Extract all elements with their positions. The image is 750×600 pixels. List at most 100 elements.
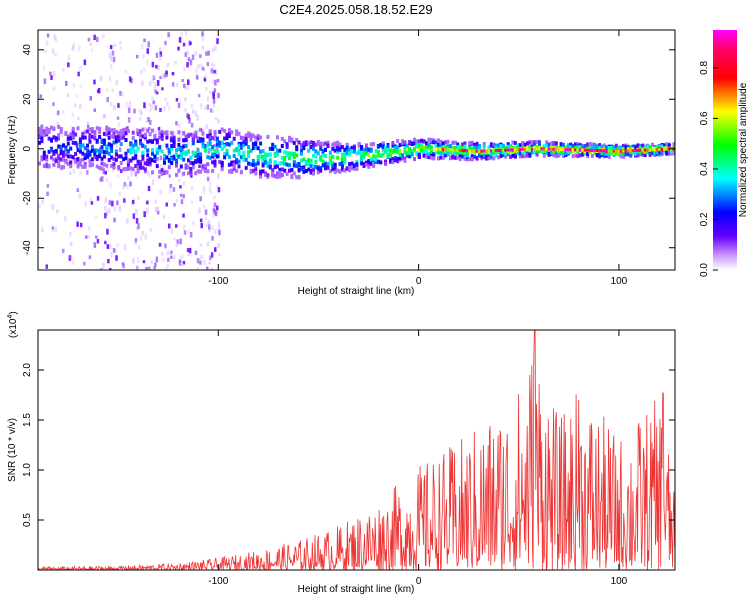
heatmap-cell bbox=[432, 153, 436, 158]
heatmap-cell bbox=[362, 153, 366, 158]
heatmap-cell bbox=[470, 149, 474, 153]
heatmap-cell bbox=[292, 160, 296, 165]
heatmap-cell bbox=[114, 157, 118, 162]
heatmap-cell bbox=[83, 164, 87, 169]
heatmap-cell bbox=[372, 142, 376, 146]
heatmap-cell bbox=[199, 159, 203, 164]
heatmap-cell bbox=[109, 63, 113, 70]
heatmap-cell bbox=[45, 157, 49, 162]
heatmap-cell bbox=[155, 64, 158, 69]
heatmap-cell bbox=[122, 263, 125, 269]
heatmap-cell bbox=[62, 153, 65, 158]
heatmap-cell bbox=[487, 149, 490, 153]
heatmap-cell bbox=[489, 155, 493, 160]
heatmap-cell bbox=[158, 175, 161, 179]
heatmap-cell bbox=[148, 139, 152, 144]
heatmap-cell bbox=[115, 255, 118, 261]
heatmap-cell bbox=[427, 145, 431, 150]
heatmap-cell bbox=[83, 156, 87, 161]
heatmap-cell bbox=[451, 146, 455, 150]
heatmap-cell bbox=[110, 143, 114, 148]
heatmap-cell bbox=[463, 141, 467, 146]
heatmap-cell bbox=[506, 148, 510, 152]
heatmap-cell bbox=[100, 149, 104, 154]
heatmap-cell bbox=[251, 158, 255, 163]
heatmap-cell bbox=[295, 138, 299, 142]
heatmap-cell bbox=[211, 168, 215, 173]
heatmap-cell bbox=[102, 34, 105, 39]
heatmap-cell bbox=[473, 154, 477, 159]
heatmap-cell bbox=[340, 166, 344, 171]
heatmap-cell bbox=[182, 151, 186, 155]
heatmap-cell bbox=[422, 139, 426, 144]
heatmap-cell bbox=[538, 148, 541, 153]
heatmap-cell bbox=[211, 225, 214, 230]
heatmap-cell bbox=[624, 152, 628, 157]
heatmap-cell bbox=[57, 161, 61, 166]
heatmap-cell bbox=[268, 165, 272, 170]
heatmap-cell bbox=[217, 92, 220, 99]
heatmap-cell bbox=[218, 253, 221, 257]
heatmap-cell bbox=[403, 140, 407, 145]
heatmap-cell bbox=[122, 131, 126, 136]
heatmap-cell bbox=[200, 129, 204, 133]
heatmap-cell bbox=[197, 94, 201, 98]
heatmap-cell bbox=[102, 150, 106, 154]
heatmap-cell bbox=[391, 160, 395, 165]
heatmap-cell bbox=[338, 148, 342, 153]
heatmap-cell bbox=[641, 143, 645, 148]
heatmap-cell bbox=[134, 164, 138, 168]
heatmap-cell bbox=[163, 160, 166, 165]
heatmap-cell bbox=[52, 162, 56, 167]
heatmap-cell bbox=[152, 75, 156, 79]
heatmap-cell bbox=[156, 65, 159, 70]
heatmap-cell bbox=[309, 144, 313, 149]
x-tick-label: -100 bbox=[208, 276, 228, 287]
heatmap-cell bbox=[302, 157, 306, 162]
heatmap-cell bbox=[636, 153, 640, 158]
heatmap-cell bbox=[566, 143, 570, 148]
heatmap-cell bbox=[223, 136, 227, 141]
heatmap-cell bbox=[95, 138, 99, 143]
heatmap-cell bbox=[631, 151, 635, 156]
heatmap-cell bbox=[57, 156, 61, 161]
heatmap-cell bbox=[102, 131, 106, 136]
heatmap-cell bbox=[212, 101, 216, 108]
heatmap-cell bbox=[200, 255, 203, 260]
heatmap-cell bbox=[374, 155, 378, 160]
heatmap-cell bbox=[201, 131, 205, 136]
heatmap-cell bbox=[102, 141, 106, 146]
heatmap-cell bbox=[129, 150, 133, 155]
heatmap-cell bbox=[413, 157, 416, 161]
heatmap-cell bbox=[182, 171, 186, 176]
heatmap-cell bbox=[144, 127, 148, 131]
heatmap-cell bbox=[166, 146, 169, 150]
heatmap-cell bbox=[215, 136, 219, 141]
heatmap-cell bbox=[144, 233, 147, 240]
heatmap-cell bbox=[458, 154, 462, 159]
heatmap-cell bbox=[239, 155, 243, 160]
heatmap-cell bbox=[362, 148, 366, 153]
heatmap-cell bbox=[131, 130, 135, 135]
heatmap-cell bbox=[321, 149, 325, 153]
heatmap-cell bbox=[598, 149, 601, 153]
heatmap-cell bbox=[40, 157, 44, 162]
heatmap-cell bbox=[232, 148, 236, 153]
heatmap-cell bbox=[203, 148, 207, 153]
heatmap-cell bbox=[47, 136, 51, 141]
heatmap-cell bbox=[559, 144, 563, 149]
heatmap-cell bbox=[111, 200, 114, 207]
heatmap-cell bbox=[290, 152, 294, 157]
heatmap-cell bbox=[150, 105, 154, 111]
heatmap-cell bbox=[62, 157, 65, 162]
heatmap-cell bbox=[569, 145, 573, 150]
heatmap-cell bbox=[477, 151, 481, 156]
heatmap-cell bbox=[81, 151, 85, 156]
heatmap-cell bbox=[199, 152, 203, 157]
heatmap-cell bbox=[105, 132, 109, 137]
heatmap-cell bbox=[206, 61, 210, 67]
heatmap-cell bbox=[208, 186, 212, 192]
heatmap-cell bbox=[482, 153, 486, 158]
heatmap-cell bbox=[268, 152, 272, 157]
